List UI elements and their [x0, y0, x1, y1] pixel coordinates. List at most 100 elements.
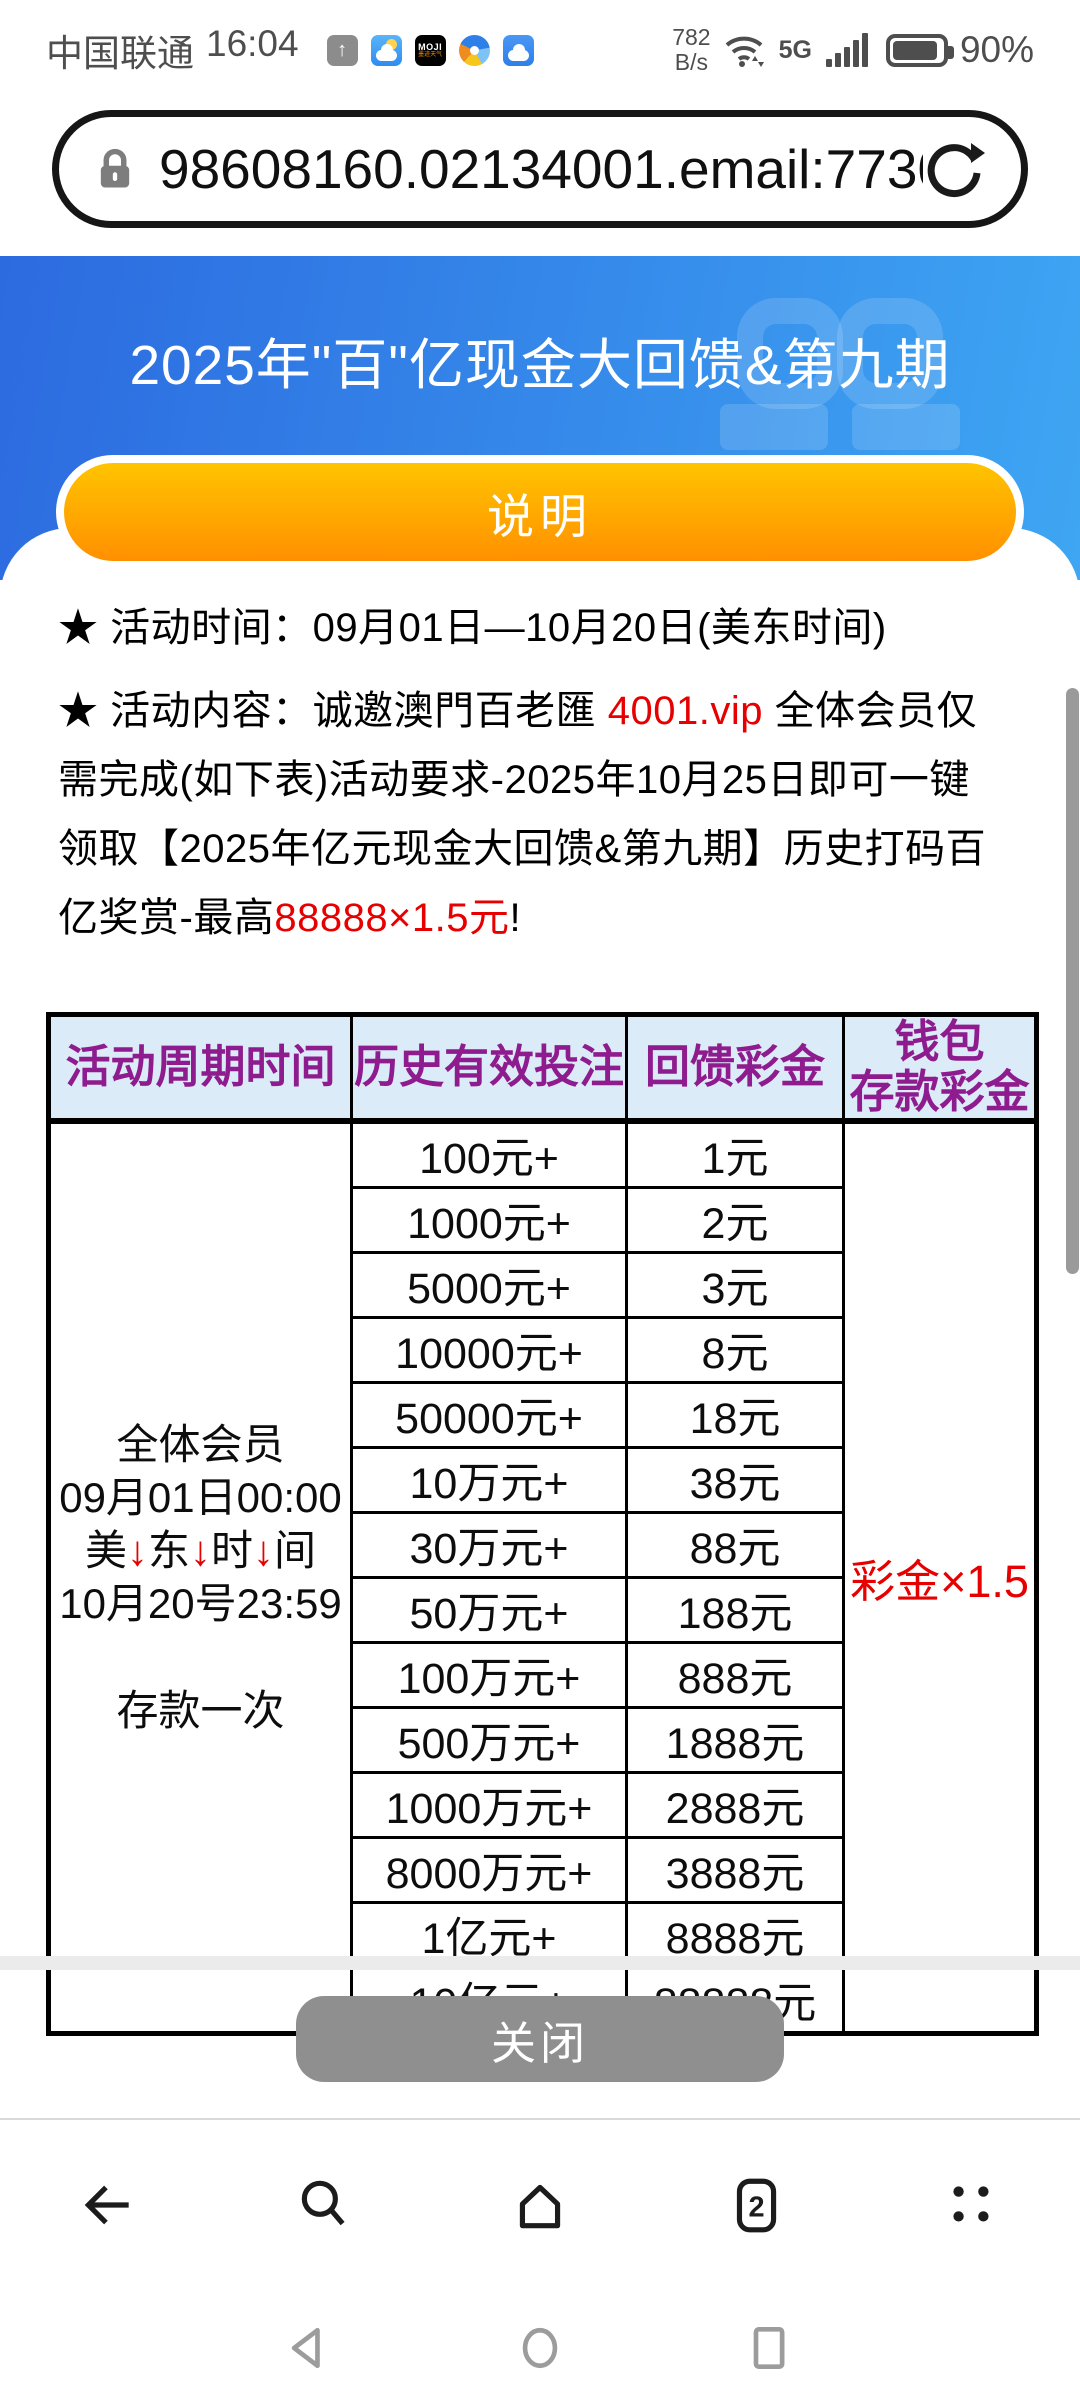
tabs-button[interactable]: 2 [724, 2173, 788, 2237]
bet-cell: 30万元+ [350, 1510, 628, 1579]
table-row: 1000元+ 2元 [49, 1185, 1037, 1254]
text-segment: 全体会员仅 [762, 689, 978, 733]
network-speed: 782 B/s [672, 25, 710, 75]
reward-cell: 1元 [625, 1119, 845, 1189]
activity-content-line-4: 亿奖赏-最高88888×1.5元! [58, 884, 1026, 953]
table-header-row: 活动周期时间 历史有效投注 回馈彩金 钱包 存款彩金 [47, 1013, 1038, 1124]
carrier-time: 中国联通 16:04 [46, 23, 299, 77]
refresh-icon[interactable] [923, 137, 987, 201]
page-title: 2025年"百"亿现金大回馈&第九期 [129, 334, 951, 396]
home-button[interactable] [508, 2173, 572, 2237]
period-cell: 全体会员 09月01日00:00 美↓东↓时↓间 10月20号23:59 存款一… [47, 1119, 353, 2035]
text-segment: ! [509, 896, 522, 940]
network-type-label: 5G [778, 35, 812, 64]
text-segment: 亿奖赏-最高 [58, 896, 275, 940]
android-recents-button[interactable] [741, 2319, 799, 2377]
reward-cell: 188元 [625, 1575, 845, 1644]
close-button[interactable]: 关闭 [296, 1996, 784, 2082]
header-wallet: 钱包 存款彩金 [842, 1013, 1038, 1124]
reward-cell: 2元 [625, 1185, 845, 1254]
activity-notice: ★ 活动时间：09月01日—10月20日(美东时间) ★ 活动内容：诚邀澳門百老… [58, 594, 1026, 953]
activity-time-line: ★ 活动时间：09月01日—10月20日(美东时间) [58, 606, 887, 650]
table-row: 全体会员 09月01日00:00 美↓东↓时↓间 10月20号23:59 存款一… [47, 1119, 1038, 2035]
table-row: 30万元+ 88元 [49, 1510, 1037, 1579]
clock: 16:04 [206, 23, 299, 64]
table-row: 50万元+ 188元 [49, 1575, 1037, 1644]
header-period: 活动周期时间 [47, 1013, 353, 1124]
header-reward: 回馈彩金 [625, 1013, 845, 1124]
url-bar[interactable]: 98608160.02134001.email:7730 [52, 110, 1028, 228]
battery-icon [885, 33, 954, 67]
moji-label: MOJI [418, 41, 443, 52]
reward-cell: 1888元 [625, 1705, 845, 1774]
bet-cell: 1000元+ [350, 1185, 628, 1254]
tab-count-label: 2 [748, 2191, 764, 2223]
network-speed-value: 782 [672, 24, 711, 50]
network-speed-unit: B/s [674, 49, 708, 75]
table-body: 全体会员 09月01日00:00 美↓东↓时↓间 10月20号23:59 存款一… [47, 1119, 1038, 2035]
cloud-icon [375, 43, 397, 61]
weather-app-icon [370, 34, 402, 66]
period-end: 10月20号23:59 [59, 1579, 342, 1627]
tz-char: 美 [84, 1526, 127, 1574]
browser-nav-bar: 2 [0, 2160, 1080, 2250]
down-arrow-icon: ↓ [126, 1526, 148, 1574]
cloud-icon [507, 43, 529, 61]
battery-percent-label: 90% [959, 29, 1034, 70]
table-row: 8000万元+ 3888元 [49, 1835, 1037, 1904]
reward-cell: 3元 [625, 1250, 845, 1319]
search-button[interactable] [292, 2173, 356, 2237]
status-right: 782 B/s 5G 90% [672, 25, 1034, 75]
max-reward-highlight: 88888×1.5元 [274, 896, 510, 940]
sun-icon [385, 38, 397, 50]
bet-cell: 10万元+ [350, 1445, 628, 1514]
status-bar: 中国联通 16:04 ↑ MOJI 墨迹天气 782 B/s [0, 0, 1080, 100]
reward-table: 活动周期时间 历史有效投注 回馈彩金 钱包 存款彩金 全体会员 09月01日00… [46, 1012, 1039, 2036]
activity-content-line-1: ★ 活动内容：诚邀澳門百老匯 4001.vip 全体会员仅 [58, 677, 1026, 746]
site-link[interactable]: 4001.vip [607, 689, 763, 733]
notification-icons: ↑ MOJI 墨迹天气 [326, 34, 534, 66]
down-arrow-icon: ↓ [190, 1526, 211, 1574]
signal-strength-icon [825, 33, 868, 67]
explain-button[interactable]: 说明 [56, 455, 1024, 569]
wifi-icon [725, 36, 764, 67]
tz-char: 间 [274, 1526, 317, 1574]
reward-table-wrap: 活动周期时间 历史有效投注 回馈彩金 钱包 存款彩金 全体会员 09月01日00… [46, 1012, 1039, 2036]
battery-tip [947, 45, 954, 59]
status-left: 中国联通 16:04 ↑ MOJI 墨迹天气 [46, 23, 534, 77]
text-segment: ★ 活动内容：诚邀澳門百老匯 [58, 689, 608, 733]
table-row: 500万元+ 1888元 [49, 1705, 1037, 1774]
period-start: 09月01日00:00 [59, 1473, 342, 1521]
period-member: 全体会员 [116, 1420, 285, 1468]
android-home-button[interactable] [511, 2319, 569, 2377]
upload-arrow-icon: ↑ [326, 34, 358, 66]
wallet-bonus-cell: 彩金×1.5 [842, 1119, 1038, 2035]
reward-cell: 2888元 [625, 1770, 845, 1839]
page-scrollbar[interactable] [1066, 688, 1079, 1274]
table-row: 5000元+ 3元 [49, 1250, 1037, 1319]
activity-content-line-2: 需完成(如下表)活动要求-2025年10月25日即可一键 [58, 758, 970, 802]
pinwheel-app-icon [458, 34, 490, 66]
android-nav-bar [0, 2308, 1080, 2388]
moji-weather-app-icon: MOJI 墨迹天气 [414, 34, 446, 66]
lock-icon [100, 148, 130, 188]
table-row: 10000元+ 8元 [49, 1315, 1037, 1384]
header-wallet-line1: 钱包 [894, 1016, 985, 1068]
section-divider [0, 1956, 1080, 1970]
battery-fill [892, 40, 937, 60]
table-row: 100万元+ 888元 [49, 1640, 1037, 1709]
nav-divider [0, 2118, 1080, 2120]
menu-button[interactable] [940, 2173, 1004, 2237]
url-text[interactable]: 98608160.02134001.email:7730 [159, 138, 923, 200]
bet-cell: 5000元+ [350, 1250, 628, 1319]
tz-char: 时 [211, 1526, 254, 1574]
back-button[interactable] [76, 2173, 140, 2237]
bet-cell: 100元+ [350, 1119, 628, 1189]
header-bet: 历史有效投注 [350, 1013, 628, 1124]
reward-cell: 3888元 [625, 1835, 845, 1904]
bet-cell: 10000元+ [350, 1315, 628, 1384]
reward-cell: 38元 [625, 1445, 845, 1514]
header-wallet-line2: 存款彩金 [849, 1066, 1030, 1118]
tz-char: 东 [147, 1526, 190, 1574]
android-back-button[interactable] [281, 2319, 339, 2377]
